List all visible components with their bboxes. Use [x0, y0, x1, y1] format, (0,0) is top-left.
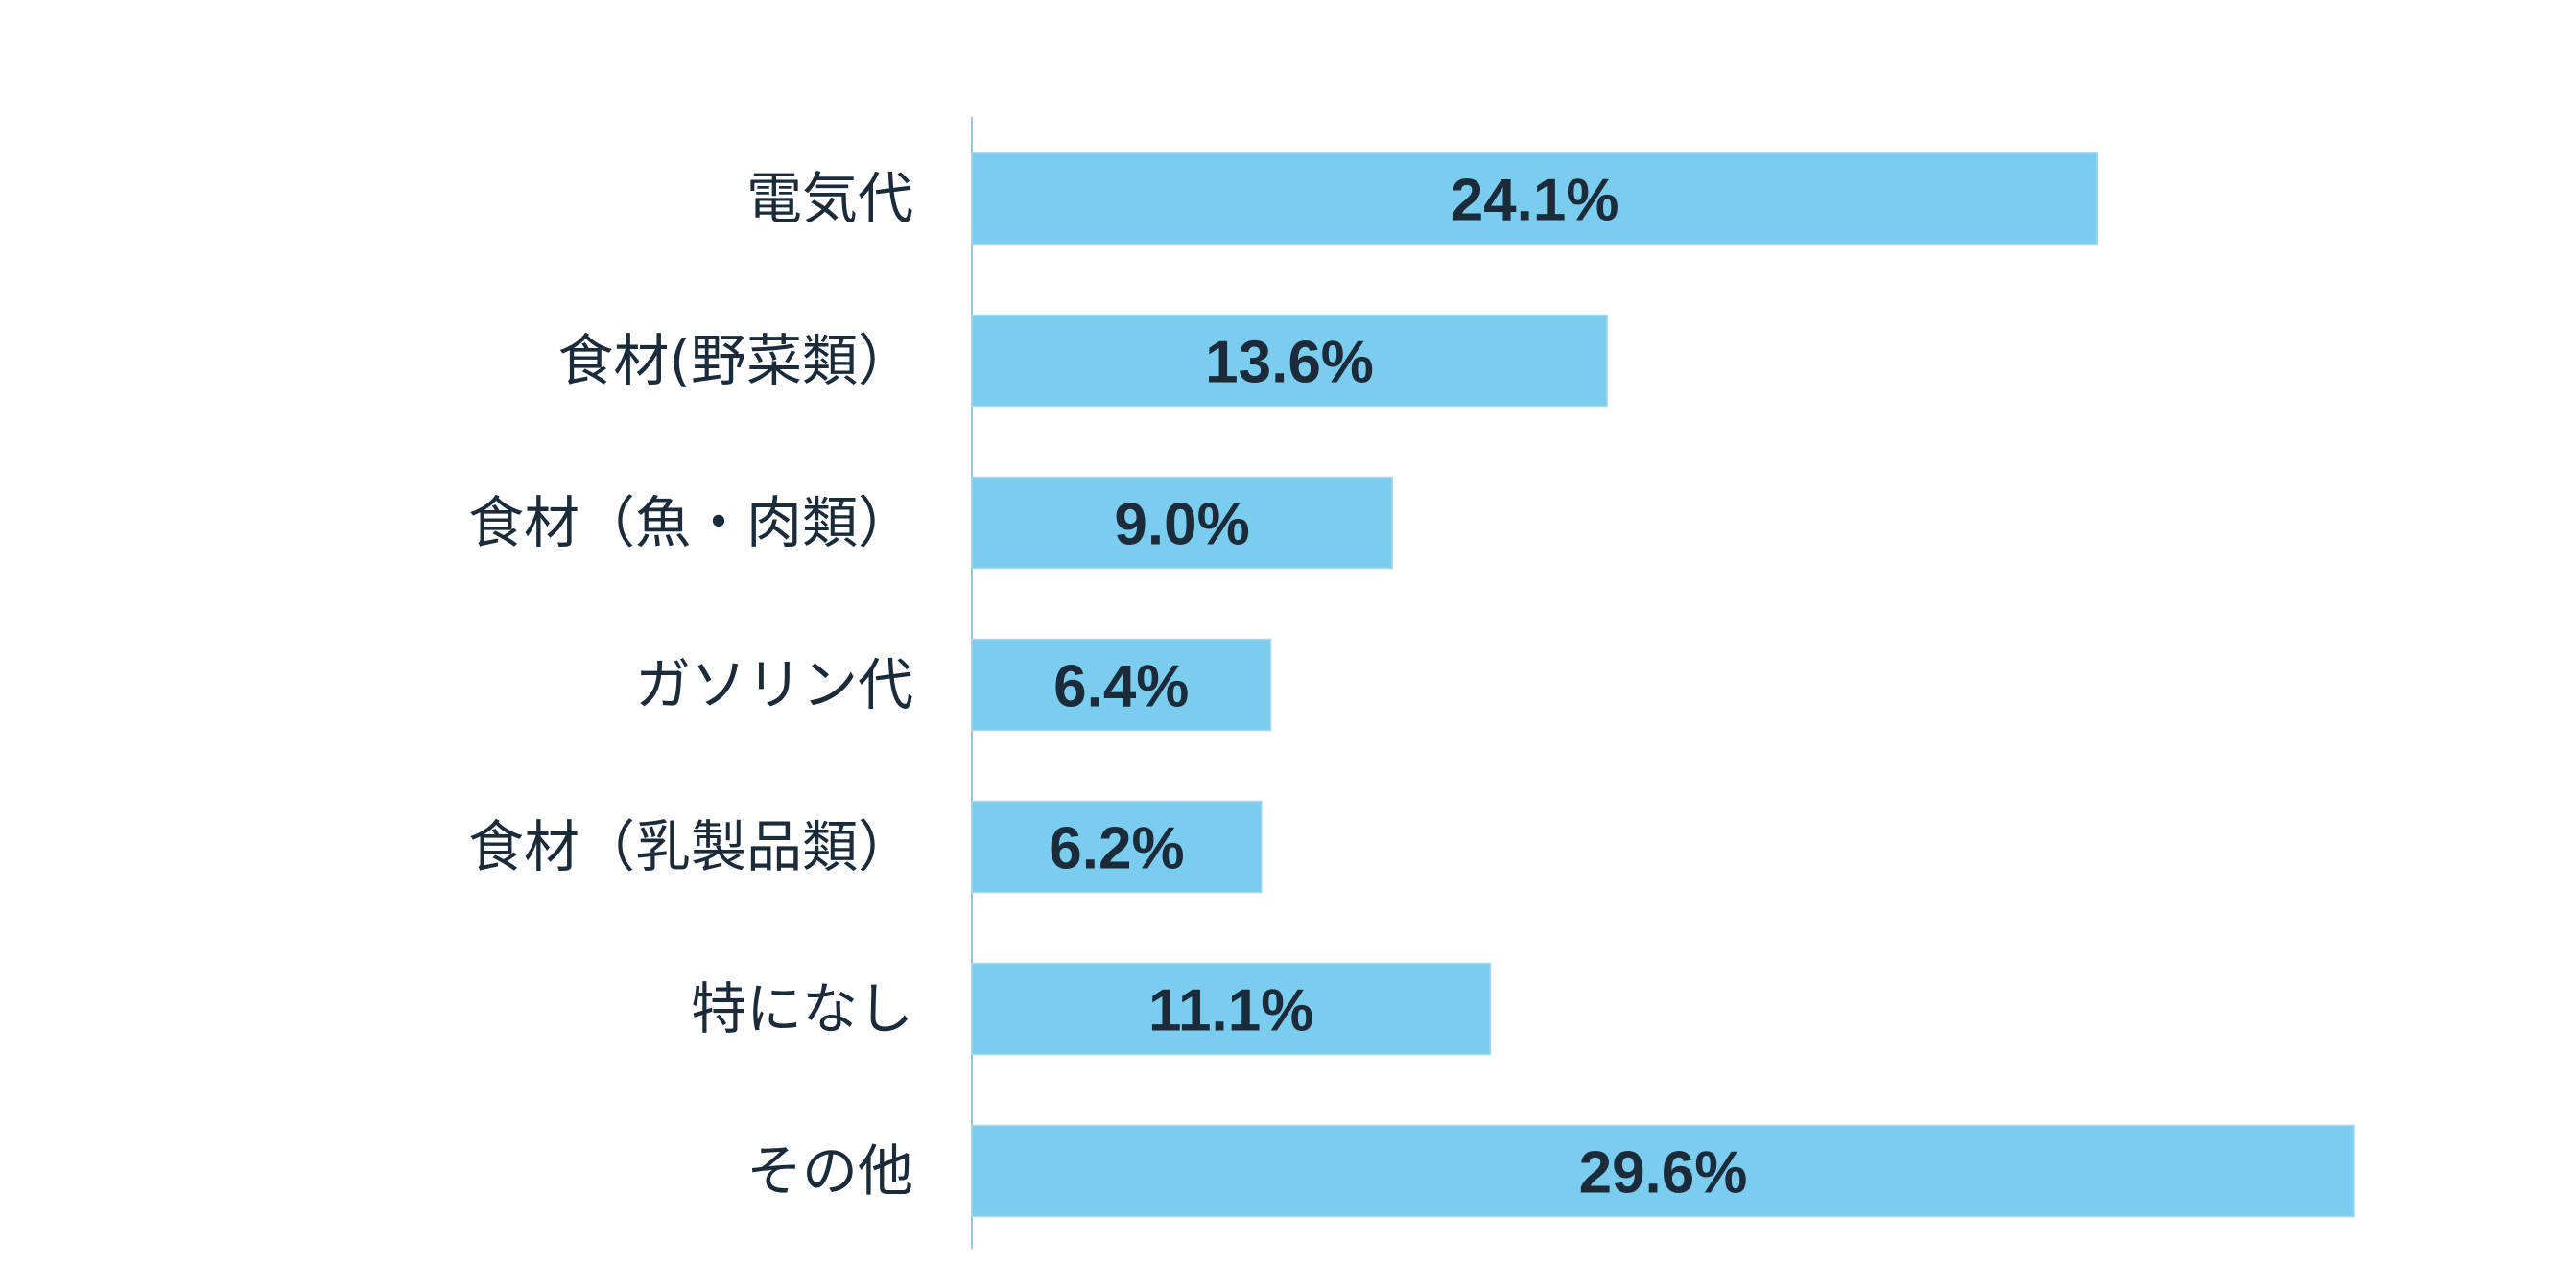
category-label-5: 特になし [691, 976, 913, 1042]
bar-5 [971, 962, 1492, 1056]
value-label-1: 13.6% [1205, 330, 1374, 396]
value-label-2: 9.0% [1114, 492, 1249, 558]
bar-4 [971, 800, 1263, 894]
value-labels: 24.1% 13.6% 9.0% 6.4% 6.2% 11.1% 29.6% [1049, 168, 1747, 1206]
category-label-4: 食材（乳製品類） [468, 814, 913, 879]
value-label-6: 29.6% [1579, 1140, 1748, 1206]
value-label-4: 6.2% [1049, 816, 1184, 882]
value-label-0: 24.1% [1451, 168, 1619, 234]
category-label-1: 食材(野菜類） [557, 328, 913, 393]
bar-0 [971, 152, 2098, 246]
value-label-5: 11.1% [1148, 978, 1313, 1044]
category-label-2: 食材（魚・肉類） [468, 490, 913, 555]
category-label-0: 電気代 [746, 166, 913, 231]
bar-1 [971, 314, 1608, 408]
bars-layer [971, 152, 2355, 1218]
value-label-3: 6.4% [1053, 654, 1189, 720]
bar-6 [971, 1124, 2355, 1218]
bar-3 [971, 638, 1272, 732]
bar-2 [971, 476, 1393, 570]
category-label-3: ガソリン代 [635, 652, 913, 717]
category-label-6: その他 [746, 1138, 913, 1204]
